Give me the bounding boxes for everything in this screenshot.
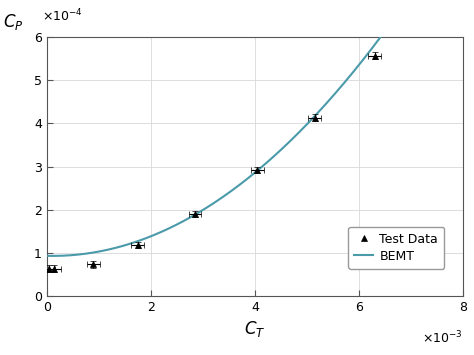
Y-axis label: $C_P$: $C_P$ <box>3 12 24 32</box>
Text: $\times10^{-3}$: $\times10^{-3}$ <box>422 329 463 346</box>
Legend: Test Data, BEMT: Test Data, BEMT <box>348 227 444 269</box>
X-axis label: $C_T$: $C_T$ <box>244 320 265 339</box>
Text: $\times10^{-4}$: $\times10^{-4}$ <box>43 8 83 24</box>
